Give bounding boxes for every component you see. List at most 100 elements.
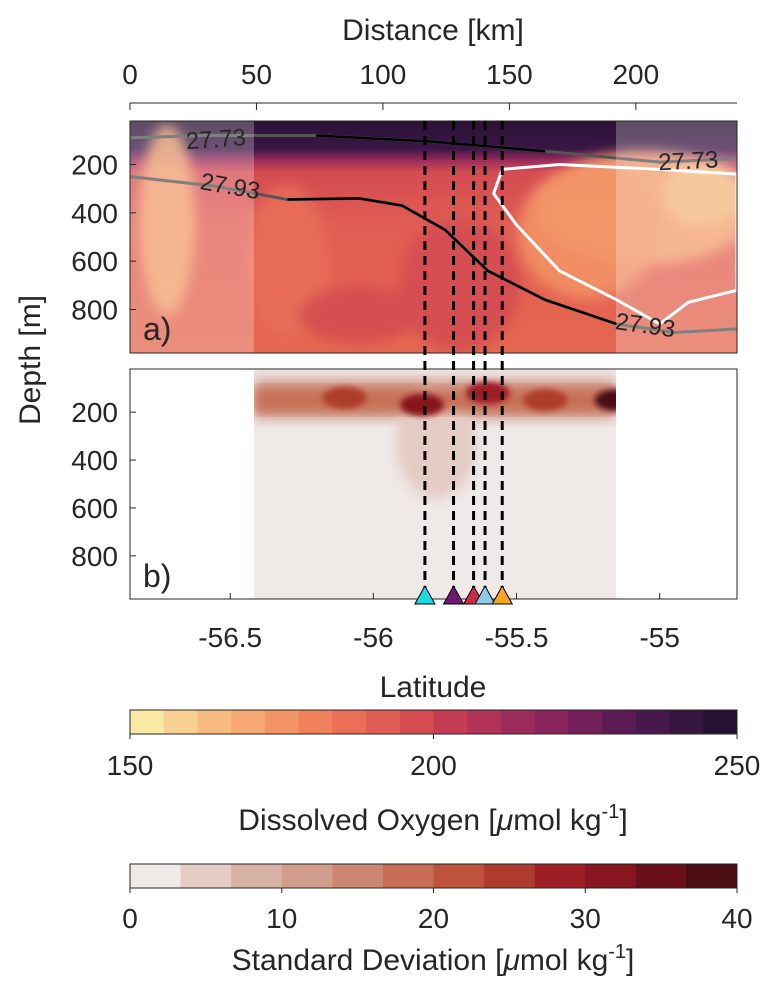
panel-a-plot: [130, 121, 737, 353]
station-marker: [442, 584, 465, 605]
colorbar-cell: [130, 864, 182, 888]
station-marker: [414, 584, 436, 605]
y-tick-label: 200: [71, 150, 118, 181]
std-blob: [523, 389, 568, 412]
colorbar-cell: [568, 710, 603, 734]
top-axis-tick-label: 100: [360, 59, 407, 90]
std-blob: [400, 393, 445, 416]
colorbar-cell: [231, 864, 283, 888]
colorbar-cell: [686, 864, 738, 888]
oxygen-patch: [247, 184, 328, 338]
colorbar-cell: [484, 864, 536, 888]
colorbar-cell: [298, 710, 333, 734]
std-plume: [396, 388, 477, 499]
top-axis-tick-label: 200: [612, 59, 659, 90]
isopycnal-line: [316, 134, 546, 153]
oxygen-patch: [299, 285, 420, 343]
colorbar-cell: [332, 864, 384, 888]
std-patches: [254, 378, 616, 499]
colorbar-cell: [703, 710, 738, 734]
colorbar-cell: [163, 710, 198, 734]
station-marker: [491, 584, 514, 605]
top-axis-tick-label: 150: [486, 59, 533, 90]
colorbar-cell: [197, 710, 232, 734]
x-tick-label: -55.5: [485, 622, 549, 653]
std-blob: [465, 381, 510, 404]
colorbar-tick-label: 0: [122, 903, 138, 934]
colorbar-tick-label: 250: [714, 750, 761, 781]
colorbar-cell: [534, 710, 569, 734]
top-axis-label: Distance [km]: [342, 14, 524, 47]
colorbar-cell: [635, 864, 687, 888]
oxygen-colorbar: 150 200 250: [107, 709, 761, 781]
shade-right: [616, 121, 737, 353]
colorbar-tick-label: 150: [107, 750, 154, 781]
panel-a-label: a): [143, 311, 171, 347]
colorbar-cell: [534, 864, 586, 888]
top-axis: 0 50 100 150 200: [122, 59, 659, 110]
colorbar-tick-label: 20: [418, 903, 449, 934]
white-contour: [491, 162, 737, 326]
colorbar-cell: [602, 710, 637, 734]
panel-a-frame: [129, 120, 738, 354]
colorbar-tick-label: 30: [570, 903, 601, 934]
oxygen-patch: [399, 218, 520, 352]
colorbar-cell: [264, 710, 300, 734]
panel-b-frame: [129, 368, 738, 600]
y-tick-label: 800: [71, 295, 118, 326]
isopycnal-label: 27.73: [185, 124, 247, 155]
x-axis-label: Latitude: [380, 671, 487, 704]
colorbar-cell: [433, 710, 468, 734]
panel-a-y-ticks: 200 400 600 800: [71, 150, 136, 326]
colorbar-cell: [399, 710, 434, 734]
y-tick-label: 600: [71, 493, 118, 524]
panel-b-plot: [254, 369, 616, 599]
y-tick-label: 800: [71, 541, 118, 572]
colorbar-cell: [281, 864, 333, 888]
colorbar-cell: [635, 710, 671, 734]
y-tick-label: 200: [71, 397, 118, 428]
std-colorbar-label: Standard Deviation [μmol kg-1]: [232, 941, 635, 977]
panel-b-x-ticks: -56.5 -56 -55.5 -55: [198, 593, 680, 653]
colorbar-tick-label: 10: [266, 903, 297, 934]
colorbar-cell: [467, 710, 502, 734]
y-axis-label: Depth [m]: [14, 295, 47, 425]
panel-b-y-ticks: 200 400 600 800: [71, 397, 136, 572]
oxygen-patch: [662, 160, 737, 227]
station-marker: [474, 584, 496, 605]
x-tick-label: -55: [639, 622, 679, 653]
isopycnal-line: [287, 197, 618, 326]
isopycnal-label: 27.73: [658, 146, 719, 176]
std-blob: [594, 389, 616, 412]
y-tick-label: 400: [71, 198, 118, 229]
oxygen-colorbar-label: Dissolved Oxygen [μmol kg-1]: [238, 801, 627, 837]
colorbar-cell: [433, 864, 485, 888]
colorbar-cell: [669, 710, 704, 734]
colorbar-cell: [130, 710, 165, 734]
shade-left: [130, 121, 254, 353]
colorbar-cell: [500, 710, 536, 734]
colorbar-cell: [382, 864, 434, 888]
std-colorbar: 0 10 20 30 40: [122, 863, 753, 934]
colorbar-tick-label: 40: [721, 903, 752, 934]
colorbar-cell: [180, 864, 232, 888]
colorbar-tick-label: 200: [410, 750, 457, 781]
panel-b-label: b): [143, 558, 171, 594]
x-tick-label: -56: [353, 622, 393, 653]
std-blob: [322, 386, 367, 409]
x-tick-label: -56.5: [198, 622, 262, 653]
reference-lines: [423, 121, 504, 599]
top-axis-tick-label: 0: [122, 59, 138, 90]
y-tick-label: 400: [71, 445, 118, 476]
y-tick-label: 600: [71, 246, 118, 277]
colorbar-cell: [585, 864, 637, 888]
panel-b: 200 400 600 800 -56.5 -56 -55.5 -55 b): [71, 368, 738, 653]
oxygen-patches: [139, 124, 737, 352]
top-axis-tick-label: 50: [241, 59, 272, 90]
colorbar-cell: [366, 710, 401, 734]
colorbar-cell: [231, 710, 266, 734]
oxygen-patch: [139, 124, 196, 316]
